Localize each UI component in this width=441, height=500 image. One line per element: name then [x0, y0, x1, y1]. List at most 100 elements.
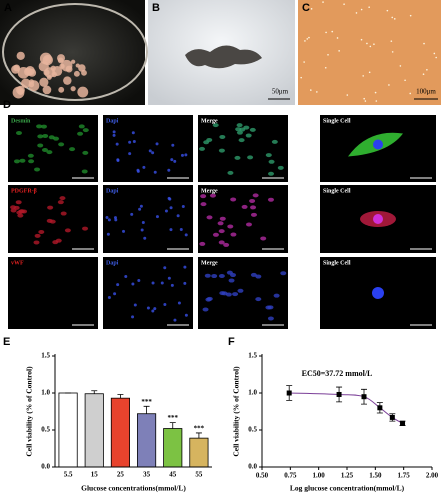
error-bar — [91, 390, 98, 394]
cell — [227, 224, 234, 229]
cell — [173, 318, 177, 322]
cell — [325, 31, 327, 34]
colony — [58, 86, 65, 93]
cell — [128, 140, 132, 144]
cell — [360, 38, 363, 41]
cell — [250, 205, 257, 210]
cell — [183, 265, 187, 269]
cell — [277, 165, 284, 170]
panel-label: E — [3, 336, 10, 348]
cell — [200, 202, 207, 207]
colony — [25, 65, 35, 76]
cell — [250, 212, 257, 217]
cell — [81, 169, 88, 174]
colony — [73, 70, 80, 77]
cell — [202, 307, 209, 312]
y-tick-label: 1.5 — [248, 352, 257, 360]
cell — [82, 128, 89, 133]
cell — [107, 295, 111, 299]
cell — [17, 213, 24, 218]
cell — [53, 136, 60, 141]
cell — [130, 212, 134, 216]
cell — [47, 205, 54, 210]
micrograph — [8, 257, 98, 329]
cell — [239, 127, 246, 132]
cell — [46, 218, 53, 223]
cell — [160, 281, 164, 285]
cell — [181, 204, 185, 208]
x-tick-label: 2.00 — [426, 472, 439, 480]
cell — [167, 276, 171, 280]
point — [286, 390, 292, 396]
cell — [271, 139, 278, 144]
cell — [374, 91, 377, 94]
error-bar — [195, 432, 202, 439]
cell — [34, 167, 41, 172]
cell — [409, 14, 412, 17]
cell — [151, 151, 155, 155]
y-tick-label: 0.5 — [41, 426, 50, 434]
point — [400, 420, 406, 426]
cell — [184, 313, 188, 317]
cell — [170, 283, 174, 287]
cell — [375, 100, 378, 102]
panel-label: D — [3, 99, 11, 111]
cell — [184, 153, 188, 157]
x-tick-label: 45 — [169, 471, 177, 479]
cell — [237, 288, 244, 293]
y-tick-label: 0.0 — [41, 463, 50, 471]
colony — [43, 69, 50, 76]
micrograph — [103, 115, 193, 182]
point — [361, 394, 367, 400]
x-tick-label: 55 — [195, 471, 203, 479]
cell — [52, 240, 59, 245]
colony — [16, 51, 25, 60]
error-bar — [117, 394, 124, 399]
bar — [84, 393, 104, 468]
channel-label: Dapi — [106, 188, 119, 194]
x-tick-label: 15 — [91, 471, 99, 479]
bar — [58, 392, 78, 468]
scale-label: 100μm — [416, 88, 436, 96]
x-tick-label: 1.25 — [341, 472, 354, 480]
cell — [131, 131, 135, 135]
micrograph — [198, 257, 288, 329]
y-tick-label: 0.0 — [248, 463, 257, 471]
annotation: EC50=37.72 mmol/L — [302, 369, 373, 378]
cell — [331, 30, 334, 33]
cell — [255, 297, 262, 302]
channel-label: Merge — [201, 118, 218, 124]
cell — [386, 9, 389, 12]
cell — [232, 292, 239, 297]
dish-rim — [2, 3, 148, 101]
significance: *** — [194, 425, 205, 433]
cell — [218, 273, 225, 278]
x-tick-label: 25 — [117, 471, 125, 479]
cell — [225, 292, 232, 297]
cell — [343, 3, 345, 5]
cell — [241, 204, 248, 209]
cell — [336, 37, 339, 39]
x-tick-label: 0.75 — [284, 472, 297, 480]
cell — [368, 71, 371, 74]
scale-label: 50μm — [272, 88, 289, 96]
cell — [362, 75, 364, 77]
cell — [219, 134, 226, 139]
cell — [234, 155, 241, 160]
cell — [227, 170, 234, 175]
cell — [138, 207, 142, 211]
cell — [13, 205, 20, 210]
y-tick-label: 1.5 — [41, 352, 50, 360]
cell — [60, 211, 67, 216]
cell — [176, 214, 180, 218]
cell — [163, 266, 167, 270]
cell — [249, 198, 256, 203]
colonies — [11, 51, 89, 99]
cell — [128, 152, 132, 156]
cell — [308, 36, 310, 39]
cell — [169, 228, 173, 232]
colony — [42, 85, 52, 95]
cell — [59, 196, 66, 201]
cell — [133, 303, 137, 307]
cell — [226, 270, 233, 275]
